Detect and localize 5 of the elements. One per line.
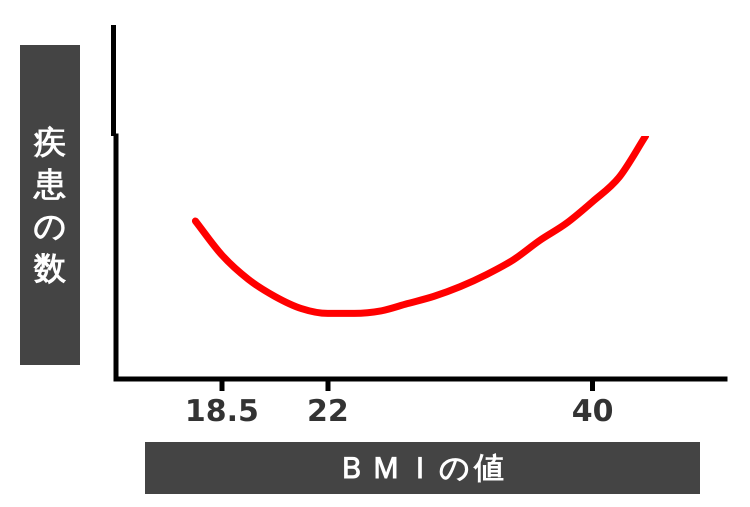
x-tick-label: 22 (306, 394, 349, 429)
y-axis-title: 疾患の数 (34, 122, 66, 289)
x-axis-title: ＢＭＩの値 (145, 442, 700, 494)
x-tick-label: 40 (572, 394, 614, 429)
x-tick-label: 18.5 (184, 394, 259, 429)
